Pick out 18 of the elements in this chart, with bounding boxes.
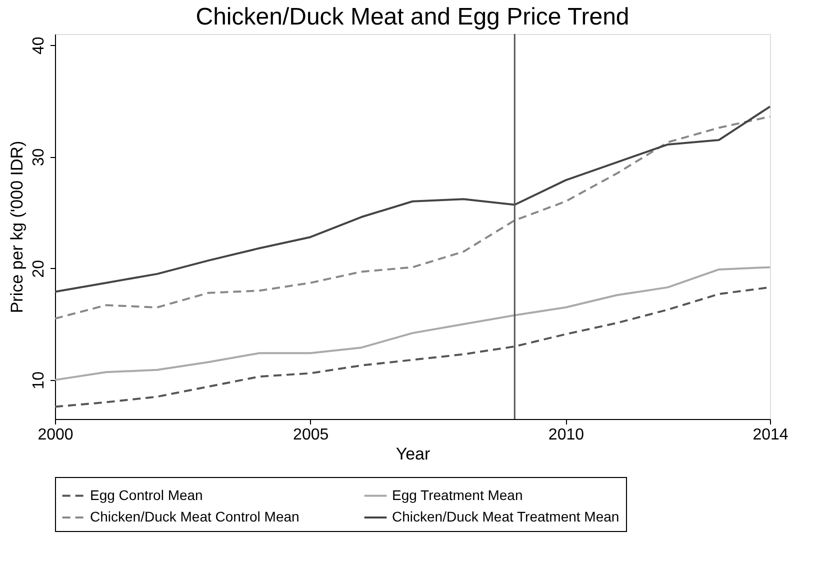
x-tick-label: 2014 (752, 426, 788, 444)
legend-label: Chicken/Duck Meat Treatment Mean (392, 508, 620, 524)
y-tick-label: 10 (30, 371, 48, 390)
legend-label: Egg Treatment Mean (392, 486, 523, 503)
chart-title: Chicken/Duck Meat and Egg Price Trend (196, 3, 630, 30)
x-axis-title: Year (396, 444, 431, 464)
x-tick-label: 2010 (548, 426, 584, 444)
x-tick-label: 2005 (293, 426, 329, 444)
line-series (54, 266, 771, 381)
y-tick-label: 40 (30, 36, 48, 55)
y-tick-label: 30 (30, 148, 48, 166)
x-tick-label: 2000 (38, 426, 74, 444)
line-series (54, 106, 771, 293)
line-series (54, 116, 771, 320)
y-axis-title: Price per kg ('000 IDR) (8, 140, 26, 314)
legend-label: Egg Control Mean (90, 486, 203, 503)
legend-label: Chicken/Duck Meat Control Mean (90, 508, 300, 524)
y-tick-label: 20 (30, 260, 48, 278)
